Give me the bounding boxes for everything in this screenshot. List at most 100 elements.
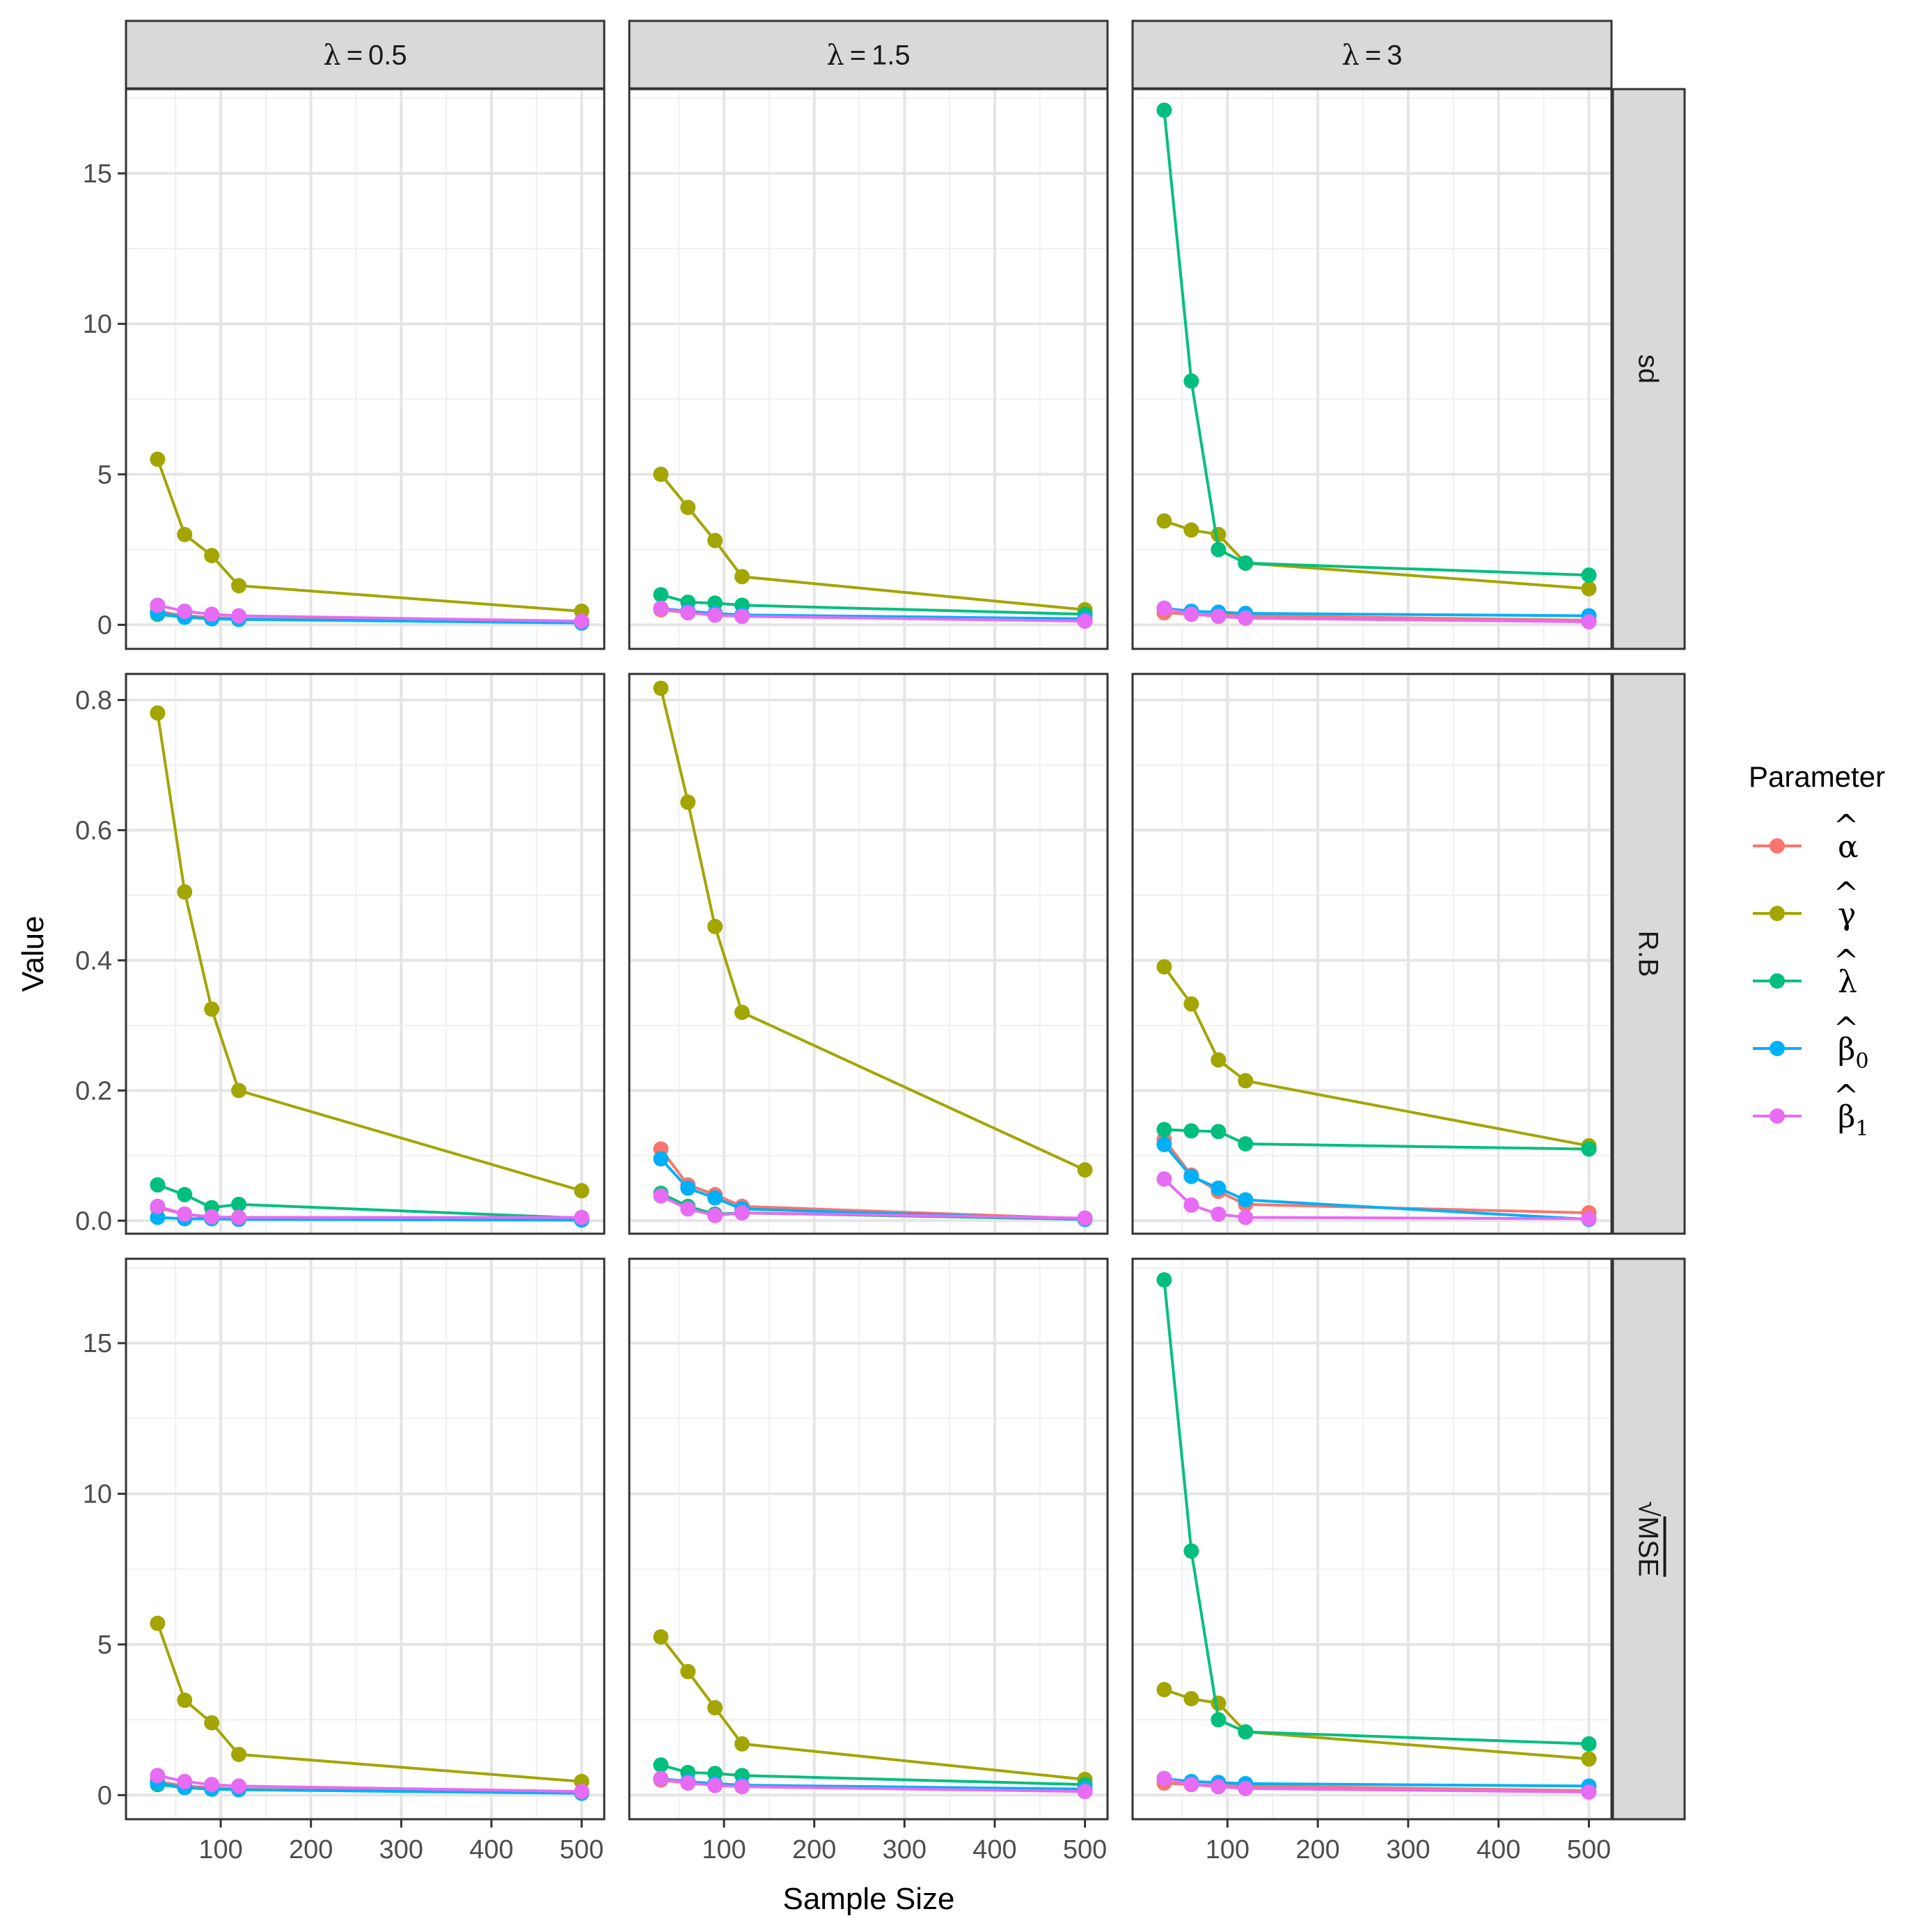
data-point-lambda xyxy=(231,1196,247,1212)
x-tick-label: 300 xyxy=(883,1835,927,1864)
column-strip-l05: λ = 0.5 xyxy=(125,19,606,90)
legend-label: λ xyxy=(1838,964,1857,1000)
legend-hat: ^ xyxy=(1834,1078,1859,1114)
legend-item-lambda: λ^ xyxy=(1753,943,1859,1000)
data-point-lambda xyxy=(1156,1272,1172,1288)
data-point-gamma xyxy=(204,1001,220,1017)
data-point-gamma xyxy=(707,918,723,934)
row-strip-label: sd xyxy=(1633,354,1664,384)
panel-mse-l3 xyxy=(1131,1257,1613,1821)
x-tick-label: 400 xyxy=(1476,1835,1520,1864)
data-point-gamma xyxy=(1211,526,1227,542)
data-point-beta0 xyxy=(1238,1192,1254,1208)
column-strip-l15: λ = 1.5 xyxy=(628,19,1109,90)
row-strip-background xyxy=(1611,88,1686,650)
data-point-gamma xyxy=(231,578,247,594)
data-point-beta1 xyxy=(574,613,590,629)
data-point-beta1 xyxy=(1238,1780,1254,1796)
data-point-gamma xyxy=(177,1693,193,1709)
legend-hat: ^ xyxy=(1834,1011,1859,1046)
data-point-beta0 xyxy=(1183,1168,1199,1184)
data-point-gamma xyxy=(1238,1073,1254,1089)
column-strip-label: λ = 1.5 xyxy=(826,40,910,72)
data-point-lambda xyxy=(1581,1736,1597,1752)
data-point-beta1 xyxy=(231,1209,247,1225)
data-point-lambda xyxy=(653,587,669,603)
data-point-gamma xyxy=(734,569,750,585)
y-tick-label: 0 xyxy=(97,611,112,640)
panel-background xyxy=(126,674,604,1234)
data-point-lambda xyxy=(1156,102,1172,118)
panel-rb-l05 xyxy=(125,673,606,1235)
data-point-beta1 xyxy=(150,1198,166,1214)
legend-item-gamma: γ^ xyxy=(1753,876,1859,932)
data-point-lambda xyxy=(150,1177,166,1193)
legend-symbol: γ xyxy=(1838,897,1856,932)
equals-sign: = xyxy=(850,40,866,71)
data-point-beta1 xyxy=(150,597,166,613)
row-strip-background xyxy=(1611,673,1686,1235)
data-point-gamma xyxy=(150,1615,166,1631)
data-point-gamma xyxy=(1211,1052,1227,1068)
data-point-gamma xyxy=(1211,1695,1227,1711)
data-point-lambda xyxy=(1238,1136,1254,1152)
data-point-beta1 xyxy=(177,603,193,619)
legend-label: β1 xyxy=(1838,1099,1869,1141)
data-point-beta1 xyxy=(734,608,750,625)
data-point-gamma xyxy=(680,794,696,810)
panel-mse-l15 xyxy=(628,1257,1109,1821)
x-tick-label: 100 xyxy=(1206,1835,1250,1864)
legend-symbol: λ xyxy=(1838,964,1857,1000)
data-point-beta1 xyxy=(1156,600,1172,616)
x-tick-label: 500 xyxy=(1063,1835,1107,1864)
data-point-beta1 xyxy=(680,605,696,621)
data-point-beta1 xyxy=(1077,613,1093,629)
axes-layer: 0 5 10 15 0.0 0.2 0.4 0.6 0.8 0 5 10 15 100 200 300 400 5… xyxy=(75,159,1611,1864)
x-tick-label: 500 xyxy=(560,1835,604,1864)
panel-background xyxy=(629,674,1108,1234)
data-point-beta1 xyxy=(1581,1211,1597,1227)
lambda-symbol: λ xyxy=(323,40,340,72)
data-point-gamma xyxy=(734,1005,750,1021)
data-point-gamma xyxy=(653,1629,669,1645)
row-strip-label: √MSE xyxy=(1633,1501,1664,1577)
panel-border xyxy=(628,1257,1109,1821)
panel-border xyxy=(628,673,1109,1235)
data-point-beta1 xyxy=(1156,1770,1172,1786)
legend-hat: ^ xyxy=(1834,943,1859,979)
panel-background xyxy=(629,1259,1108,1819)
data-point-beta1 xyxy=(707,1207,723,1223)
data-point-gamma xyxy=(204,548,220,563)
data-point-lambda xyxy=(1211,542,1227,558)
data-point-gamma xyxy=(177,884,193,900)
panel-border xyxy=(1131,1257,1613,1821)
data-point-beta1 xyxy=(231,608,247,624)
data-point-beta1 xyxy=(680,1775,696,1791)
data-point-beta1 xyxy=(204,1777,220,1793)
data-point-beta1 xyxy=(734,1205,750,1221)
data-point-gamma xyxy=(1581,1751,1597,1767)
data-point-beta1 xyxy=(177,1773,193,1789)
data-point-beta1 xyxy=(653,600,669,616)
legend-title: Parameter xyxy=(1749,760,1885,793)
data-point-lambda xyxy=(1183,373,1199,389)
data-point-gamma xyxy=(1183,996,1199,1012)
data-point-gamma xyxy=(653,466,669,482)
x-tick-label: 100 xyxy=(702,1835,746,1864)
data-point-beta1 xyxy=(177,1206,193,1222)
y-tick-label: 0.6 xyxy=(75,816,112,845)
data-point-beta1 xyxy=(1581,614,1597,630)
legend-symbol: β xyxy=(1838,1099,1855,1135)
data-point-gamma xyxy=(1156,1681,1172,1697)
data-point-beta1 xyxy=(1211,1206,1227,1222)
data-point-beta0 xyxy=(653,1151,669,1167)
panel-background xyxy=(1133,674,1611,1234)
column-strip-background xyxy=(628,19,1109,90)
equals-sign: = xyxy=(1365,40,1381,71)
panel-background xyxy=(629,89,1108,649)
column-strip-label: λ = 0.5 xyxy=(323,40,407,72)
legend-key-point xyxy=(1770,906,1785,921)
data-point-beta1 xyxy=(1183,606,1199,622)
panel-rb-l15 xyxy=(628,673,1109,1235)
